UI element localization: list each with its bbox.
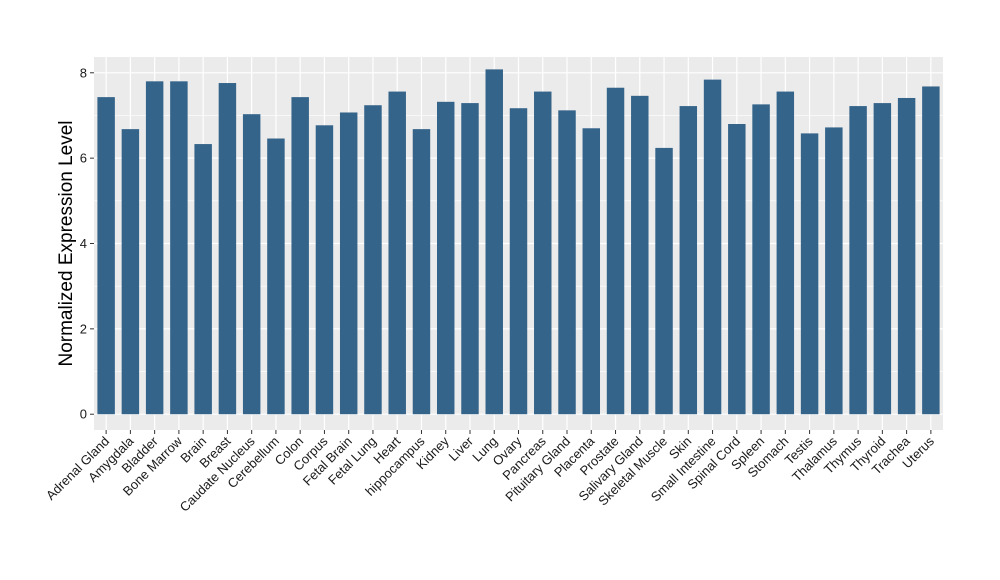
bar xyxy=(752,104,770,415)
bar xyxy=(776,91,795,415)
y-axis-title: Normalized Expression Level xyxy=(56,120,77,366)
bar xyxy=(655,147,673,415)
y-tick-label: 4 xyxy=(80,236,87,251)
bar xyxy=(97,97,115,415)
bar xyxy=(412,129,431,415)
bar xyxy=(825,127,843,415)
bar xyxy=(606,87,625,415)
x-tick-label: Liver xyxy=(446,433,477,464)
bar xyxy=(873,103,892,415)
bar xyxy=(170,81,188,415)
bar xyxy=(315,125,334,415)
bar xyxy=(558,110,576,415)
bar xyxy=(582,128,601,415)
bar xyxy=(485,69,503,415)
bar xyxy=(194,144,212,415)
bar xyxy=(631,95,649,415)
bar xyxy=(121,129,140,415)
bar xyxy=(242,114,261,415)
bar xyxy=(339,112,358,415)
bar xyxy=(267,138,285,415)
bar xyxy=(728,124,746,415)
y-tick-label: 0 xyxy=(80,407,87,422)
bar xyxy=(364,105,382,415)
y-tick-label: 8 xyxy=(80,65,87,80)
y-tick-label: 6 xyxy=(80,151,87,166)
bar xyxy=(461,103,479,415)
bar xyxy=(509,108,528,415)
bar xyxy=(800,133,819,415)
bar xyxy=(922,86,940,415)
bar xyxy=(703,79,722,415)
bar xyxy=(897,97,916,415)
y-axis: 0 2 4 6 8 xyxy=(80,65,94,422)
bar xyxy=(436,101,455,415)
bar xyxy=(218,83,237,415)
bar xyxy=(291,97,309,415)
bar xyxy=(679,106,698,415)
y-tick-label: 2 xyxy=(80,321,87,336)
bars xyxy=(97,69,940,415)
bar xyxy=(849,106,867,415)
bar xyxy=(145,81,164,415)
bar xyxy=(534,91,552,415)
bar xyxy=(388,91,406,415)
